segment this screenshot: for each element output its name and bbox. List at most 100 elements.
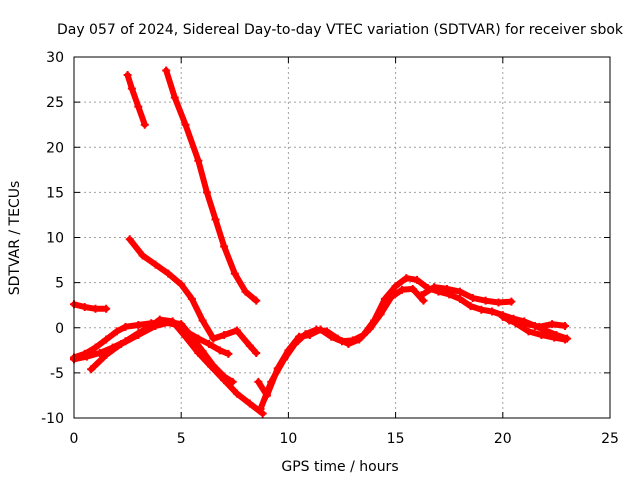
- series-arc-c: [163, 67, 260, 304]
- data-point: [80, 302, 89, 311]
- data-point: [511, 319, 520, 328]
- data-point: [507, 297, 516, 306]
- y-tick-label: 5: [55, 276, 64, 292]
- x-tick-label: 10: [279, 431, 297, 447]
- data-point: [209, 361, 218, 370]
- series-arc-a: [71, 301, 110, 312]
- data-point: [301, 330, 310, 339]
- y-tick-label: 20: [46, 140, 64, 156]
- data-point: [344, 339, 353, 348]
- data-point: [391, 282, 400, 291]
- data-point: [102, 350, 111, 359]
- data-point: [245, 341, 254, 350]
- data-point: [560, 321, 569, 330]
- data-point: [220, 372, 229, 381]
- series-arc-i: [257, 285, 427, 412]
- data-point: [387, 293, 396, 302]
- series-arc-d: [126, 236, 260, 356]
- data-point: [413, 275, 422, 284]
- data-point: [535, 322, 544, 331]
- data-point: [548, 320, 557, 329]
- data-point: [209, 334, 218, 343]
- data-point: [417, 291, 426, 300]
- y-tick-label: 0: [55, 321, 64, 337]
- data-point: [232, 326, 241, 335]
- data-point: [198, 347, 207, 356]
- data-point: [202, 188, 211, 197]
- data-point: [408, 284, 417, 293]
- data-point: [252, 296, 261, 305]
- data-point: [102, 304, 111, 313]
- data-point: [151, 260, 160, 269]
- data-point: [468, 293, 477, 302]
- data-point: [95, 349, 104, 358]
- data-point: [488, 307, 497, 316]
- x-tick-label: 0: [70, 431, 79, 447]
- data-point: [220, 242, 229, 251]
- data-point: [560, 335, 569, 344]
- data-point: [87, 365, 96, 374]
- data-point: [254, 377, 263, 386]
- data-point: [187, 332, 196, 341]
- data-point: [481, 296, 490, 305]
- data-point: [166, 318, 175, 327]
- data-point: [245, 399, 254, 408]
- data-point: [355, 335, 364, 344]
- series-arc-b: [124, 72, 148, 128]
- x-tick-label: 15: [387, 431, 405, 447]
- data-point: [140, 120, 149, 129]
- y-axis-title: SDTVAR / TECUs: [7, 181, 23, 296]
- data-point: [267, 377, 276, 386]
- chart-title: Day 057 of 2024, Sidereal Day-to-day VTE…: [57, 22, 624, 38]
- y-tick-label: 15: [46, 185, 64, 201]
- data-point: [224, 349, 233, 358]
- data-point: [365, 324, 374, 333]
- y-axis-ticks: -10 -5 0 5 10 15 20 25 30: [41, 50, 610, 427]
- data-point: [455, 287, 464, 296]
- data-point: [455, 294, 464, 303]
- data-point: [256, 404, 265, 413]
- data-point: [194, 156, 203, 165]
- data-point: [333, 334, 342, 343]
- data-point: [290, 339, 299, 348]
- series-arc-g: [88, 319, 236, 385]
- data-point: [134, 102, 143, 111]
- data-point: [91, 304, 100, 313]
- data-point: [177, 320, 186, 329]
- data-point: [187, 294, 196, 303]
- data-point: [151, 321, 160, 330]
- data-point: [138, 251, 147, 260]
- data-point: [112, 327, 121, 336]
- data-point: [91, 343, 100, 352]
- data-point: [280, 355, 289, 364]
- data-point: [205, 339, 214, 348]
- data-point: [117, 339, 126, 348]
- data-point: [419, 296, 428, 305]
- data-point: [443, 284, 452, 293]
- y-tick-label: -10: [41, 411, 64, 427]
- data-point: [215, 346, 224, 355]
- data-point: [376, 310, 385, 319]
- data-point: [123, 71, 132, 80]
- data-point: [322, 327, 331, 336]
- data-point: [241, 287, 250, 296]
- data-point: [127, 84, 136, 93]
- data-point: [252, 349, 261, 358]
- y-tick-label: 10: [46, 231, 64, 247]
- data-point: [220, 330, 229, 339]
- data-point: [477, 305, 486, 314]
- x-tick-label: 25: [601, 431, 619, 447]
- data-point: [211, 215, 220, 224]
- x-tick-label: 5: [177, 431, 186, 447]
- data-point: [550, 333, 559, 342]
- data-point: [494, 298, 503, 307]
- data-point: [398, 285, 407, 294]
- data-point: [170, 93, 179, 102]
- data-point: [177, 280, 186, 289]
- data-point: [402, 274, 411, 283]
- data-point: [466, 302, 475, 311]
- data-point: [312, 325, 321, 334]
- grid-lines: [74, 57, 610, 418]
- data-point: [82, 352, 91, 361]
